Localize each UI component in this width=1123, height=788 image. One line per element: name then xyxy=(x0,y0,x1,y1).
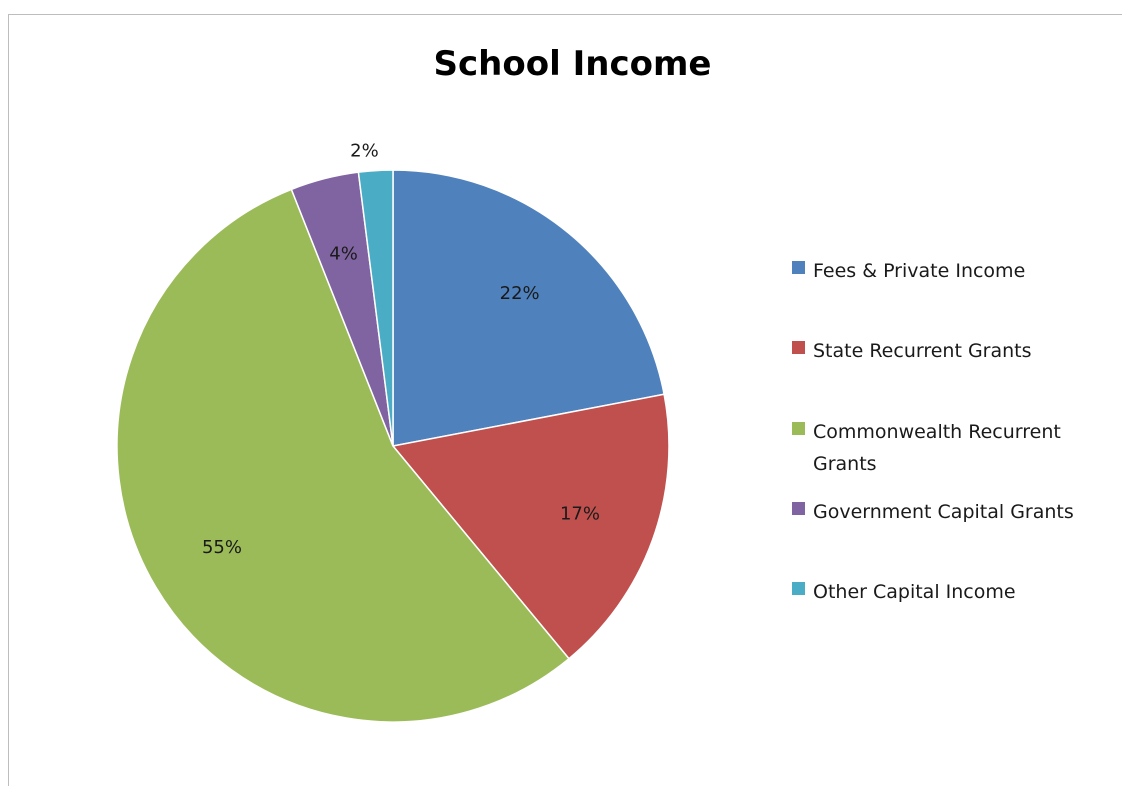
data-label: 22% xyxy=(500,283,540,304)
data-label: 17% xyxy=(560,503,600,524)
data-label: 55% xyxy=(202,537,242,558)
legend-swatch xyxy=(792,261,805,274)
legend-label: Fees & Private Income xyxy=(813,260,1026,282)
pie-slice xyxy=(391,393,670,660)
legend-swatch xyxy=(792,582,805,595)
legend-swatch xyxy=(792,502,805,515)
legend-label: Government Capital Grants xyxy=(813,501,1074,523)
pie-slice xyxy=(116,188,570,723)
pie-slice xyxy=(357,169,394,447)
data-label: 2% xyxy=(350,141,379,162)
legend-label: State Recurrent Grants xyxy=(813,340,1032,362)
pie-slice xyxy=(392,169,665,447)
legend-label: Commonwealth Recurrent Grants xyxy=(813,421,1061,475)
legend-label: Other Capital Income xyxy=(813,581,1016,603)
data-label: 4% xyxy=(329,244,358,265)
chart-title: School Income xyxy=(433,44,712,84)
legend-swatch xyxy=(792,422,805,435)
legend-swatch xyxy=(792,341,805,354)
